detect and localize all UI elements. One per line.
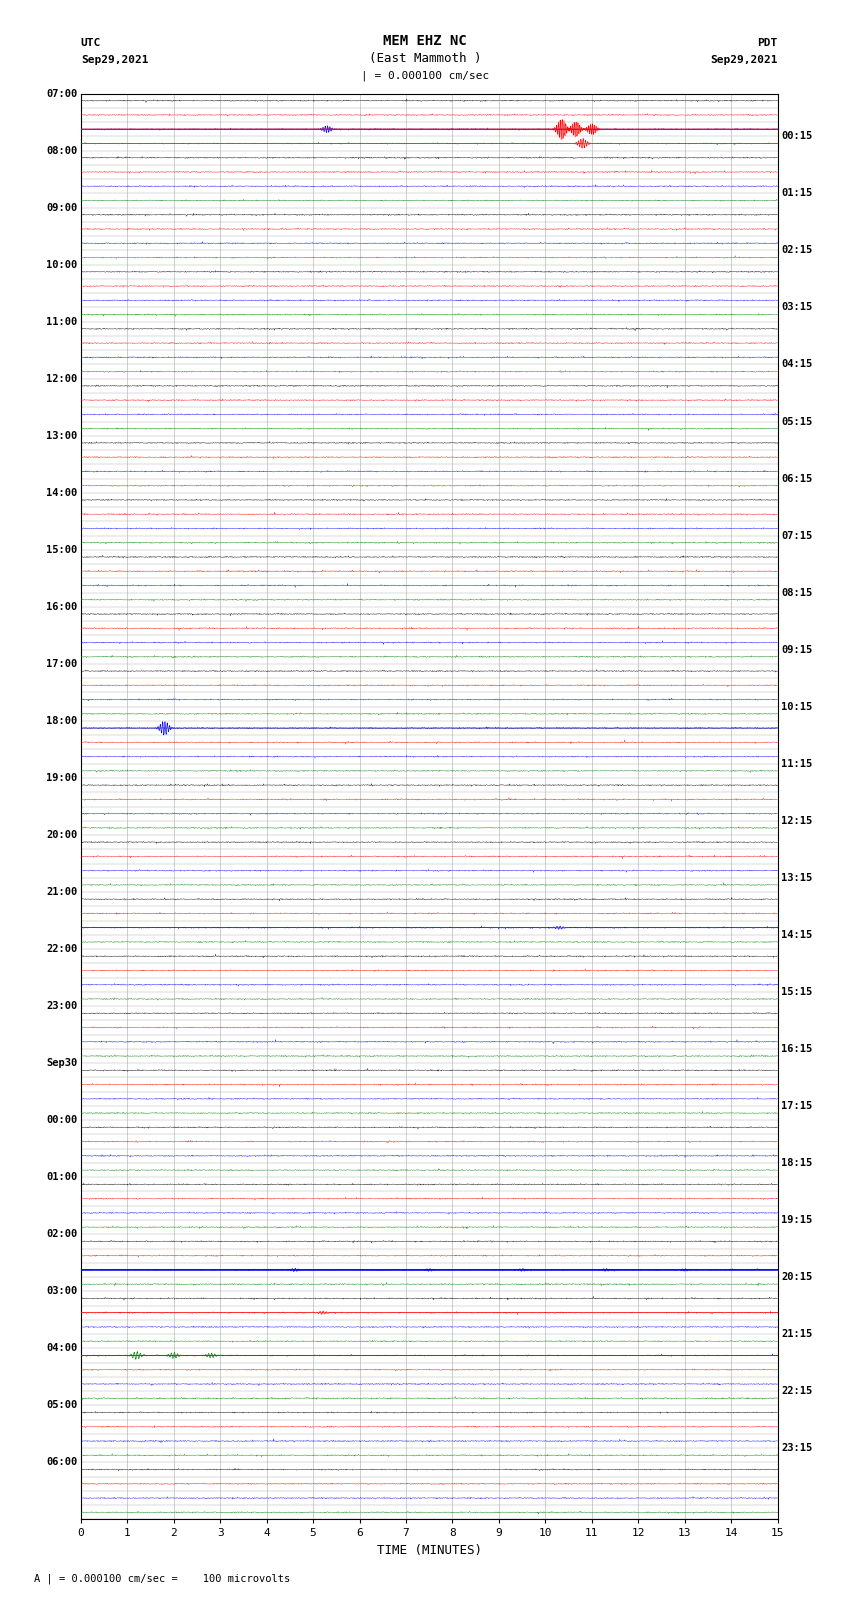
Text: 01:15: 01:15 — [781, 189, 813, 198]
Text: 16:15: 16:15 — [781, 1044, 813, 1053]
X-axis label: TIME (MINUTES): TIME (MINUTES) — [377, 1544, 482, 1557]
Text: 06:15: 06:15 — [781, 474, 813, 484]
Text: 05:15: 05:15 — [781, 416, 813, 426]
Text: 14:00: 14:00 — [46, 487, 77, 498]
Text: 03:15: 03:15 — [781, 303, 813, 313]
Text: 22:00: 22:00 — [46, 944, 77, 953]
Text: 14:15: 14:15 — [781, 929, 813, 940]
Text: 17:00: 17:00 — [46, 660, 77, 669]
Text: 12:15: 12:15 — [781, 816, 813, 826]
Text: 18:15: 18:15 — [781, 1158, 813, 1168]
Text: 11:00: 11:00 — [46, 316, 77, 327]
Text: 10:00: 10:00 — [46, 260, 77, 269]
Text: 04:00: 04:00 — [46, 1344, 77, 1353]
Text: 23:15: 23:15 — [781, 1444, 813, 1453]
Text: MEM EHZ NC: MEM EHZ NC — [383, 34, 467, 48]
Text: PDT: PDT — [757, 39, 778, 48]
Text: 15:15: 15:15 — [781, 987, 813, 997]
Text: 18:00: 18:00 — [46, 716, 77, 726]
Text: 21:00: 21:00 — [46, 887, 77, 897]
Text: 13:00: 13:00 — [46, 431, 77, 440]
Text: | = 0.000100 cm/sec: | = 0.000100 cm/sec — [361, 69, 489, 81]
Text: 08:15: 08:15 — [781, 587, 813, 597]
Text: 09:00: 09:00 — [46, 203, 77, 213]
Text: 04:15: 04:15 — [781, 360, 813, 369]
Text: Sep30: Sep30 — [46, 1058, 77, 1068]
Text: 23:00: 23:00 — [46, 1002, 77, 1011]
Text: 13:15: 13:15 — [781, 873, 813, 882]
Text: 06:00: 06:00 — [46, 1458, 77, 1468]
Text: 00:15: 00:15 — [781, 131, 813, 142]
Text: 09:15: 09:15 — [781, 645, 813, 655]
Text: 00:00: 00:00 — [46, 1115, 77, 1126]
Text: 19:15: 19:15 — [781, 1215, 813, 1224]
Text: 16:00: 16:00 — [46, 602, 77, 611]
Text: 01:00: 01:00 — [46, 1173, 77, 1182]
Text: 21:15: 21:15 — [781, 1329, 813, 1339]
Text: 07:00: 07:00 — [46, 89, 77, 98]
Text: 08:00: 08:00 — [46, 145, 77, 155]
Text: 20:15: 20:15 — [781, 1273, 813, 1282]
Text: 02:15: 02:15 — [781, 245, 813, 255]
Text: A | = 0.000100 cm/sec =    100 microvolts: A | = 0.000100 cm/sec = 100 microvolts — [34, 1573, 290, 1584]
Text: 20:00: 20:00 — [46, 831, 77, 840]
Text: 19:00: 19:00 — [46, 773, 77, 782]
Text: 17:15: 17:15 — [781, 1102, 813, 1111]
Text: 15:00: 15:00 — [46, 545, 77, 555]
Text: 11:15: 11:15 — [781, 758, 813, 769]
Text: 03:00: 03:00 — [46, 1286, 77, 1297]
Text: 12:00: 12:00 — [46, 374, 77, 384]
Text: 02:00: 02:00 — [46, 1229, 77, 1239]
Text: 10:15: 10:15 — [781, 702, 813, 711]
Text: 22:15: 22:15 — [781, 1386, 813, 1397]
Text: Sep29,2021: Sep29,2021 — [81, 55, 148, 65]
Text: 05:00: 05:00 — [46, 1400, 77, 1410]
Text: Sep29,2021: Sep29,2021 — [711, 55, 778, 65]
Text: UTC: UTC — [81, 39, 101, 48]
Text: (East Mammoth ): (East Mammoth ) — [369, 52, 481, 65]
Text: 07:15: 07:15 — [781, 531, 813, 540]
